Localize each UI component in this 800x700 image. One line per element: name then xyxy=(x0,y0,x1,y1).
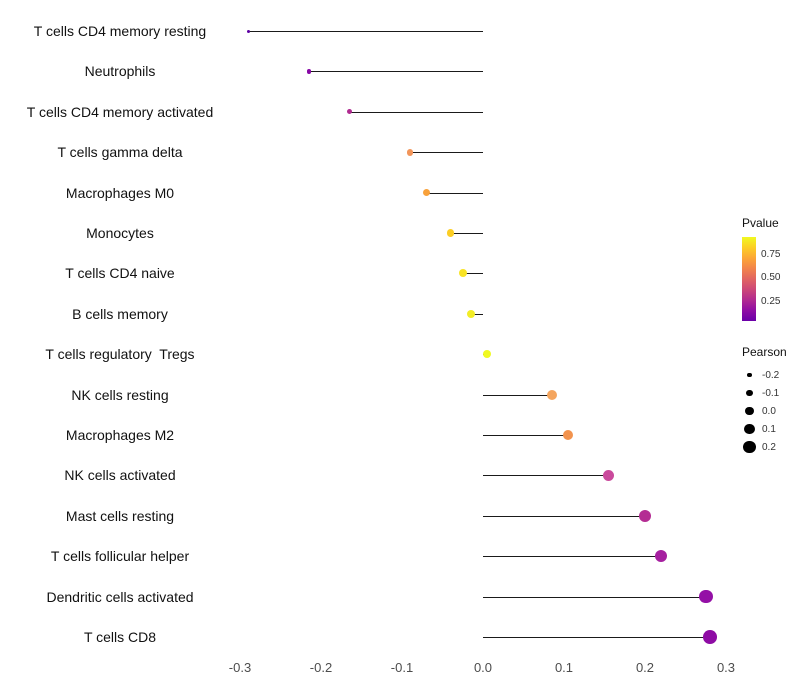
lollipop-dot xyxy=(638,509,652,522)
lollipop-stem xyxy=(470,313,483,315)
lollipop-dot xyxy=(546,389,557,400)
lollipop-stem xyxy=(483,435,569,436)
lollipop-stem xyxy=(462,273,483,275)
category-label: NK cells resting xyxy=(71,386,169,403)
pvalue-legend-title: Pvalue xyxy=(742,216,779,230)
x-tick-label: -0.3 xyxy=(228,660,252,675)
x-tick-label: 0.1 xyxy=(554,660,574,675)
pearson-size-dot xyxy=(746,389,753,397)
lollipop-stem xyxy=(248,31,483,32)
lollipop-stem xyxy=(483,394,552,396)
lollipop-dot xyxy=(458,269,467,278)
category-label: T cells regulatory Tregs xyxy=(45,346,195,363)
lollipop-dot xyxy=(246,29,250,33)
pearson-size-label: 0.1 xyxy=(762,423,776,435)
pearson-size-legend: -0.2 -0.1 0.0 0.1 0.2 xyxy=(742,366,800,456)
category-label: T cells gamma delta xyxy=(57,144,183,161)
lollipop-stem xyxy=(450,233,483,234)
category-label: Mast cells resting xyxy=(65,507,175,524)
x-tick-label: 0.0 xyxy=(473,660,493,675)
lollipop-dot xyxy=(306,69,311,74)
lollipop-stem xyxy=(308,71,483,73)
pearson-size-label: -0.2 xyxy=(762,369,780,381)
pvalue-tick-label: 0.50 xyxy=(761,272,781,284)
pvalue-colorbar: 0.75 0.50 0.25 xyxy=(742,237,800,321)
pearson-size-item: 0.1 xyxy=(742,420,800,438)
category-label: T cells CD4 memory activated xyxy=(26,103,214,120)
pearson-size-dot xyxy=(747,372,752,378)
category-label: T cells follicular helper xyxy=(50,548,190,565)
lollipop-stem xyxy=(483,515,645,517)
lollipop-stem xyxy=(483,556,662,558)
lollipop-dot xyxy=(562,429,574,441)
x-tick-label: -0.2 xyxy=(309,660,333,675)
category-label: NK cells activated xyxy=(64,467,176,484)
lollipop-stem xyxy=(483,637,710,638)
lollipop-dot xyxy=(702,630,717,644)
lollipop-dot xyxy=(482,349,492,359)
category-label: T cells CD4 naive xyxy=(65,265,175,282)
pearson-size-label: 0.0 xyxy=(762,405,776,417)
lollipop-stem xyxy=(483,596,706,598)
pvalue-colorbar-gradient xyxy=(742,237,756,321)
pearson-size-item: -0.2 xyxy=(742,366,800,384)
category-label: Monocytes xyxy=(86,225,154,241)
pearson-legend-title: Pearson xyxy=(742,345,787,359)
category-label: Neutrophils xyxy=(84,63,156,80)
lollipop-dot xyxy=(466,309,475,318)
category-label: T cells CD4 memory resting xyxy=(33,23,207,39)
lollipop-dot xyxy=(654,549,668,563)
category-label: Dendritic cells activated xyxy=(46,588,194,605)
lollipop-dot xyxy=(422,189,430,197)
lollipop-dot xyxy=(406,148,414,156)
category-label: Macrophages M2 xyxy=(65,427,175,443)
category-label: T cells CD8 xyxy=(83,629,157,645)
pvalue-tick-label: 0.75 xyxy=(761,248,781,260)
category-label: Macrophages M0 xyxy=(65,184,175,201)
pearson-size-item: -0.1 xyxy=(742,384,800,402)
x-tick-label: 0.3 xyxy=(716,660,736,675)
pearson-size-item: 0.0 xyxy=(742,402,800,420)
lollipop-dot xyxy=(698,589,713,604)
lollipop-stem xyxy=(426,192,483,194)
pearson-size-item: 0.2 xyxy=(742,438,800,456)
lollipop-dot xyxy=(346,109,352,115)
pvalue-tick-label: 0.25 xyxy=(761,295,781,307)
pearson-size-dot xyxy=(745,406,754,416)
lollipop-stem xyxy=(483,475,609,477)
category-label: B cells memory xyxy=(72,305,168,322)
legend: Pvalue 0.75 0.50 0.25 Pearson -0.2 -0.1 0.0 0… xyxy=(742,216,800,456)
lollipop-dot xyxy=(446,229,455,237)
lollipop-stem xyxy=(410,152,483,154)
x-tick-label: 0.2 xyxy=(635,660,655,675)
pearson-size-label: -0.1 xyxy=(762,387,780,399)
pearson-size-dot xyxy=(743,440,756,454)
lollipop-dot xyxy=(602,469,615,482)
pearson-size-dot xyxy=(744,423,755,435)
x-tick-label: -0.1 xyxy=(390,660,414,675)
lollipop-stem xyxy=(349,111,483,113)
pearson-size-label: 0.2 xyxy=(762,441,776,453)
